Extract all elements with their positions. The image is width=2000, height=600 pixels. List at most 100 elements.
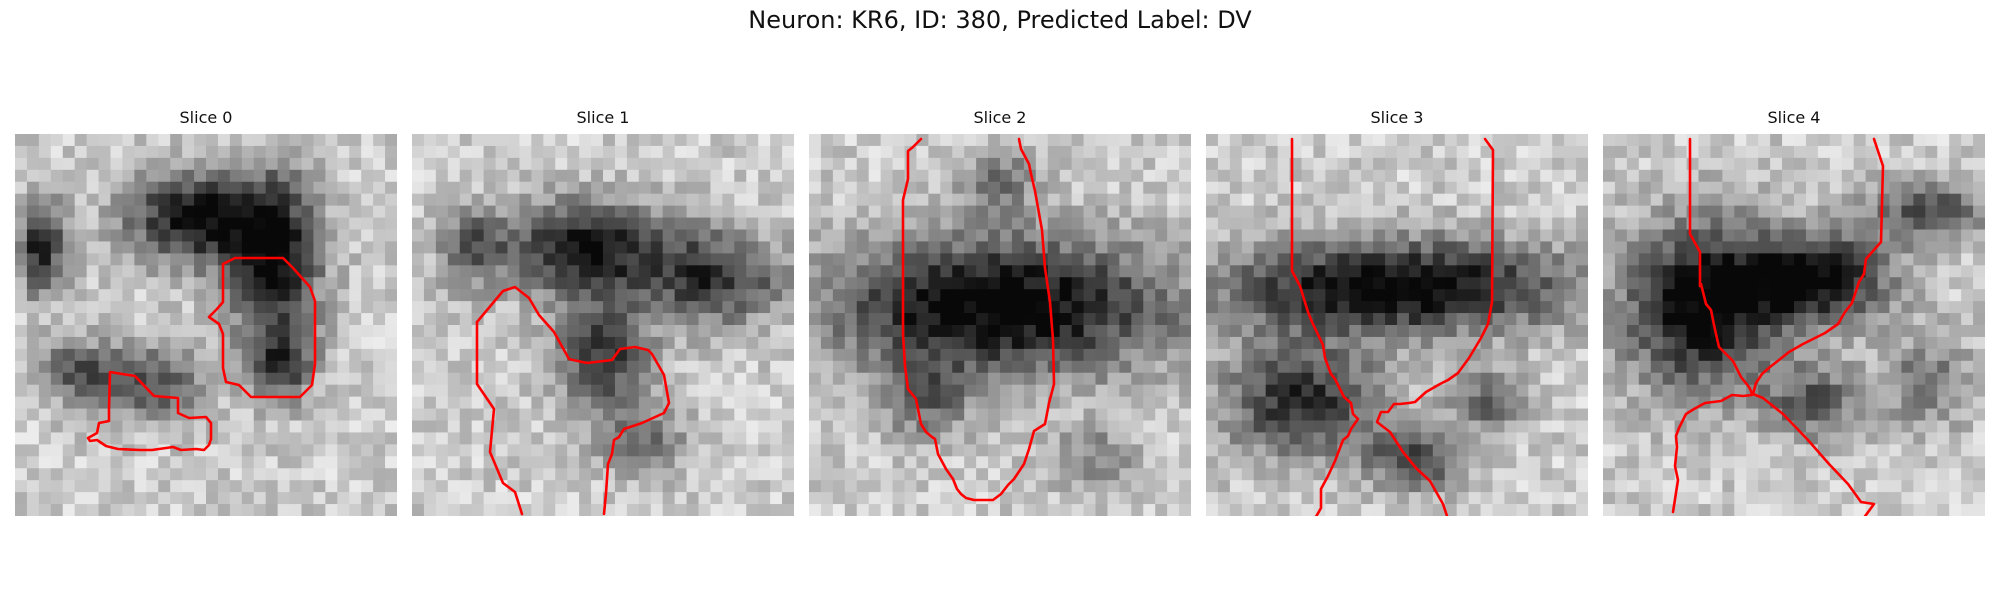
pixel-cell: [424, 361, 436, 373]
pixel-cell: [182, 313, 194, 325]
pixel-cell: [1528, 170, 1540, 182]
pixel-cell: [1913, 373, 1925, 385]
pixel-cell: [1131, 385, 1143, 397]
pixel-cell: [385, 265, 397, 277]
pixel-cell: [1230, 337, 1242, 349]
pixel-cell: [663, 432, 675, 444]
pixel-cell: [1302, 492, 1314, 504]
pixel-cell: [230, 492, 242, 504]
pixel-cell: [1746, 241, 1758, 253]
pixel-cell: [1961, 134, 1973, 146]
pixel-cell: [1433, 325, 1445, 337]
pixel-cell: [1615, 301, 1627, 313]
pixel-cell: [699, 421, 711, 433]
pixel-cell: [1639, 194, 1651, 206]
pixel-cell: [146, 289, 158, 301]
pixel-cell: [1627, 349, 1639, 361]
pixel-cell: [1663, 373, 1675, 385]
pixel-cell: [881, 480, 893, 492]
pixel-cell: [722, 337, 734, 349]
pixel-cell: [508, 301, 520, 313]
pixel-cell: [1651, 325, 1663, 337]
pixel-cell: [555, 421, 567, 433]
pixel-cell: [1830, 409, 1842, 421]
pixel-cell: [134, 277, 146, 289]
pixel-cell: [1854, 397, 1866, 409]
pixel-cell: [988, 349, 1000, 361]
pixel-cell: [627, 170, 639, 182]
pixel-cell: [325, 134, 337, 146]
pixel-cell: [337, 409, 349, 421]
pixel-cell: [663, 277, 675, 289]
pixel-cell: [1576, 253, 1588, 265]
pixel-cell: [964, 253, 976, 265]
pixel-cell: [988, 241, 1000, 253]
pixel-cell: [833, 134, 845, 146]
pixel-cell: [1445, 468, 1457, 480]
pixel-cell: [1469, 444, 1481, 456]
pixel-cell: [1603, 421, 1615, 433]
pixel-cell: [555, 253, 567, 265]
pixel-cell: [266, 289, 278, 301]
pixel-cell: [1627, 146, 1639, 158]
pixel-cell: [1504, 265, 1516, 277]
pixel-cell: [170, 146, 182, 158]
pixel-cell: [1878, 432, 1890, 444]
pixel-cell: [940, 158, 952, 170]
pixel-cell: [27, 241, 39, 253]
pixel-cell: [170, 194, 182, 206]
pixel-cell: [484, 253, 496, 265]
pixel-cell: [1445, 230, 1457, 242]
pixel-cell: [1278, 170, 1290, 182]
pixel-cell: [1107, 241, 1119, 253]
pixel-cell: [1866, 397, 1878, 409]
pixel-cell: [158, 301, 170, 313]
pixel-cell: [99, 277, 111, 289]
pixel-cell: [254, 456, 266, 468]
pixel-cell: [881, 361, 893, 373]
pixel-cell: [1131, 480, 1143, 492]
pixel-cell: [940, 385, 952, 397]
pixel-cell: [349, 289, 361, 301]
pixel-cell: [385, 492, 397, 504]
pixel-cell: [809, 253, 821, 265]
pixel-cell: [651, 373, 663, 385]
pixel-cell: [1746, 182, 1758, 194]
pixel-cell: [857, 253, 869, 265]
pixel-cell: [1949, 265, 1961, 277]
pixel-cell: [206, 158, 218, 170]
pixel-cell: [1627, 182, 1639, 194]
pixel-cell: [1949, 218, 1961, 230]
pixel-cell: [1639, 253, 1651, 265]
pixel-cell: [1746, 301, 1758, 313]
pixel-cell: [1469, 325, 1481, 337]
pixel-cell: [833, 480, 845, 492]
pixel-cell: [373, 385, 385, 397]
pixel-cell: [833, 397, 845, 409]
pixel-cell: [591, 230, 603, 242]
pixel-cell: [710, 253, 722, 265]
pixel-cell: [424, 265, 436, 277]
pixel-cell: [1337, 492, 1349, 504]
pixel-cell: [1973, 385, 1985, 397]
pixel-cell: [436, 241, 448, 253]
pixel-cell: [27, 468, 39, 480]
pixel-cell: [746, 361, 758, 373]
pixel-cell: [1818, 170, 1830, 182]
pixel-cell: [1278, 313, 1290, 325]
pixel-cell: [1373, 194, 1385, 206]
pixel-cell: [460, 325, 472, 337]
pixel-cell: [1048, 504, 1060, 516]
pixel-cell: [436, 349, 448, 361]
pixel-cell: [1206, 218, 1218, 230]
pixel-cell: [940, 134, 952, 146]
pixel-cell: [1710, 373, 1722, 385]
pixel-cell: [1818, 409, 1830, 421]
pixel-cell: [1361, 385, 1373, 397]
pixel-cell: [1734, 289, 1746, 301]
pixel-cell: [230, 349, 242, 361]
pixel-cell: [651, 206, 663, 218]
pixel-cell: [639, 170, 651, 182]
pixel-cell: [27, 385, 39, 397]
pixel-cell: [1385, 373, 1397, 385]
